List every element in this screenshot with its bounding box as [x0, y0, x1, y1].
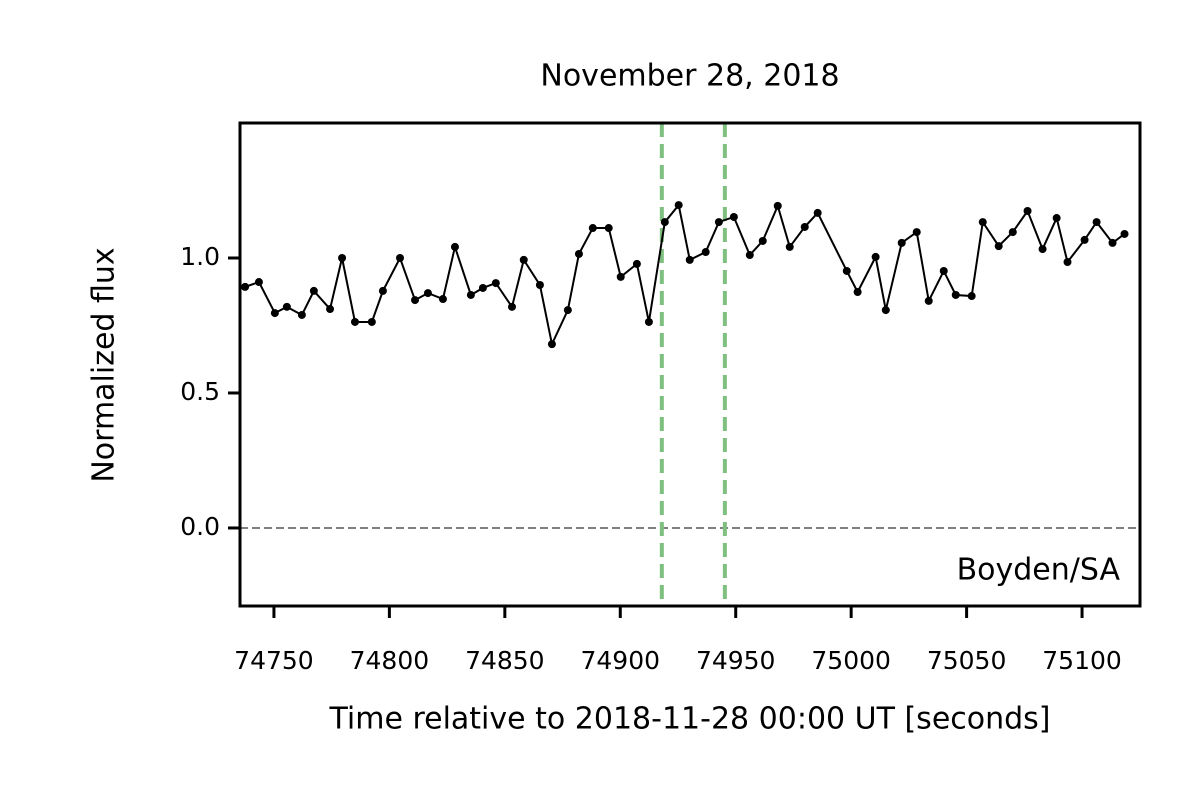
flux-point [270, 309, 279, 318]
flux-point [604, 224, 613, 233]
flux-point [338, 253, 347, 262]
flux-point [1008, 228, 1017, 237]
y-tick-label: 0.0 [180, 512, 220, 541]
x-tick-label: 75050 [927, 646, 1007, 675]
y-tick-label: 0.5 [180, 377, 220, 406]
flux-point [1080, 235, 1089, 244]
flux-point [1038, 245, 1047, 254]
flux-point [939, 266, 948, 275]
plot-area [240, 123, 1140, 606]
flux-point [1108, 238, 1117, 247]
flux-point [378, 286, 387, 295]
flux-point [507, 302, 516, 311]
flux-point [674, 201, 683, 210]
flux-point [396, 253, 405, 262]
flux-point [450, 242, 459, 251]
flux-point [1120, 229, 1129, 238]
annotation: Boyden/SA [957, 553, 1121, 588]
x-tick-label: 75000 [811, 646, 891, 675]
flux-point [644, 317, 653, 326]
flux-point [254, 278, 263, 287]
flux-point [994, 242, 1003, 251]
flux-point [800, 222, 809, 231]
x-axis-label: Time relative to 2018-11-28 00:00 UT [se… [328, 702, 1050, 737]
flux-point [282, 302, 291, 311]
x-tick-label: 74850 [465, 646, 545, 675]
flux-point [367, 317, 376, 326]
y-axis-label: Normalized flux [87, 247, 122, 482]
flux-point [1023, 207, 1032, 216]
flux-point [813, 208, 822, 217]
flux-point [871, 252, 880, 261]
x-tick-label: 74900 [581, 646, 661, 675]
flux-point [478, 283, 487, 292]
flux-point [785, 242, 794, 251]
flux-point [967, 292, 976, 301]
x-tick-label: 75100 [1042, 646, 1122, 675]
flux-point [773, 201, 782, 210]
x-tick-label: 74750 [234, 646, 314, 675]
flux-point [951, 290, 960, 299]
flux-point [423, 289, 432, 298]
flux-point [842, 266, 851, 275]
flux-point [438, 295, 447, 304]
y-tick-label: 1.0 [180, 242, 220, 271]
flux-point [535, 280, 544, 289]
flux-point [729, 212, 738, 221]
flux-point [616, 272, 625, 281]
flux-point [309, 286, 318, 295]
flux-point [714, 218, 723, 227]
flux-line [244, 202, 1126, 348]
flux-point [745, 251, 754, 260]
x-tick-label: 74800 [350, 646, 430, 675]
flux-point [978, 218, 987, 227]
flux-point [574, 249, 583, 258]
flux-point [1052, 214, 1061, 223]
flux-point [491, 279, 500, 288]
flux-point [588, 224, 597, 233]
flux-point [241, 282, 250, 291]
flux-point [881, 306, 890, 315]
flux-point [519, 255, 528, 264]
chart-title: November 28, 2018 [540, 59, 839, 94]
flux-point [924, 296, 933, 305]
flux-point [660, 218, 669, 227]
flux-point [758, 236, 767, 245]
x-tick-label: 74950 [696, 646, 776, 675]
flux-point [912, 228, 921, 237]
flux-point [685, 255, 694, 264]
flux-point [466, 290, 475, 299]
plot-frame [238, 121, 1142, 608]
flux-point [326, 305, 335, 314]
flux-point [563, 306, 572, 315]
flux-point [853, 288, 862, 297]
flux-point [632, 259, 641, 268]
flux-point [1063, 258, 1072, 267]
flux-point [1092, 218, 1101, 227]
flux-point [411, 296, 420, 305]
flux-point [297, 310, 306, 319]
flux-point [350, 317, 359, 326]
flux-point [701, 248, 710, 257]
flux-point [897, 238, 906, 247]
flux-point [547, 340, 556, 349]
